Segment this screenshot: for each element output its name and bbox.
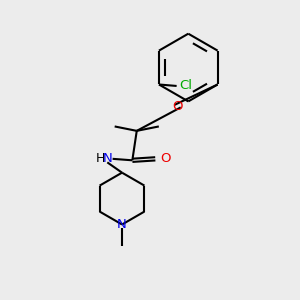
Text: N: N bbox=[117, 218, 127, 231]
Text: N: N bbox=[102, 152, 112, 165]
Text: O: O bbox=[160, 152, 171, 165]
Text: Cl: Cl bbox=[180, 80, 193, 92]
Text: H: H bbox=[96, 152, 106, 165]
Text: O: O bbox=[172, 100, 182, 113]
